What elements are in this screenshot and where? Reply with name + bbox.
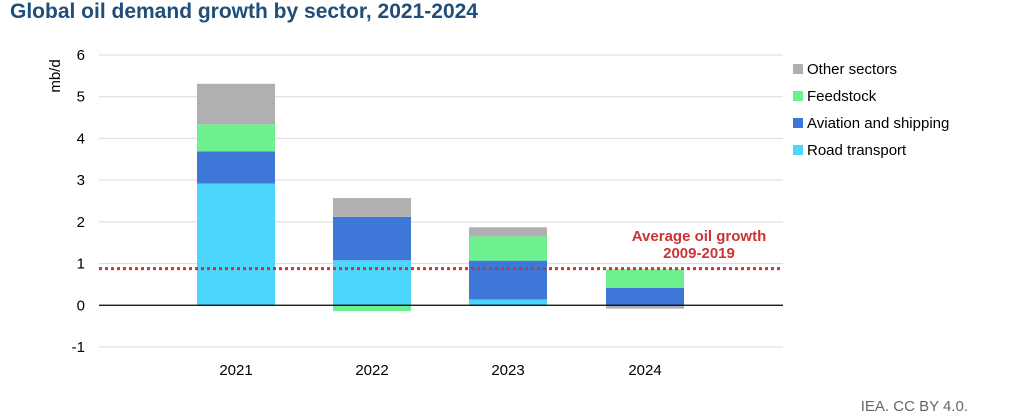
reference-line-label-years: 2009-2019 bbox=[663, 245, 735, 262]
y-tick-label: 6 bbox=[77, 47, 85, 64]
bar-segment bbox=[606, 287, 684, 306]
reference-line-label: Average oil growth bbox=[632, 228, 766, 245]
bars bbox=[197, 83, 684, 312]
y-tick-label: 1 bbox=[77, 256, 85, 273]
legend-item: Other sectors bbox=[793, 61, 897, 78]
bar-segment bbox=[333, 216, 411, 261]
bar-segment bbox=[469, 299, 547, 306]
bar-segment bbox=[606, 305, 684, 309]
x-tick-label: 2021 bbox=[219, 362, 252, 379]
legend-item: Aviation and shipping bbox=[793, 115, 949, 132]
legend-item: Road transport bbox=[793, 142, 907, 159]
legend-label: Feedstock bbox=[807, 88, 877, 105]
y-tick-label: 0 bbox=[77, 297, 85, 314]
y-tick-label: 2 bbox=[77, 214, 85, 231]
bar-segment bbox=[333, 198, 411, 217]
bar-segment bbox=[197, 151, 275, 184]
bar-segment bbox=[469, 227, 547, 237]
legend-swatch bbox=[793, 64, 803, 74]
bar-segment bbox=[333, 260, 411, 306]
bar-segment bbox=[469, 236, 547, 261]
x-tick-label: 2024 bbox=[628, 362, 661, 379]
legend: Other sectors Feedstock Aviation and shipp… bbox=[793, 61, 949, 159]
y-tick-label: -1 bbox=[72, 339, 85, 356]
legend-label: Road transport bbox=[807, 142, 907, 159]
legend-swatch bbox=[793, 145, 803, 155]
bar-segment bbox=[197, 183, 275, 306]
y-tick-label: 5 bbox=[77, 89, 85, 106]
legend-label: Other sectors bbox=[807, 61, 897, 78]
bar-segment bbox=[606, 269, 684, 288]
chart-title: Global oil demand growth by sector, 2021… bbox=[10, 0, 478, 23]
legend-label: Aviation and shipping bbox=[807, 115, 949, 132]
gridlines bbox=[99, 54, 783, 348]
y-tick-label: 4 bbox=[77, 130, 85, 147]
x-tick-label: 2022 bbox=[355, 362, 388, 379]
x-tick-label: 2023 bbox=[491, 362, 524, 379]
legend-swatch bbox=[793, 118, 803, 128]
x-axis: 2021 2022 2023 2024 bbox=[99, 304, 783, 379]
bar-segment bbox=[197, 124, 275, 152]
legend-item: Feedstock bbox=[793, 88, 877, 105]
legend-swatch bbox=[793, 91, 803, 101]
source-credit: IEA. CC BY 4.0. bbox=[860, 398, 968, 415]
bar-segment bbox=[469, 260, 547, 300]
bar-segment bbox=[333, 305, 411, 312]
bar-segment bbox=[197, 83, 275, 125]
y-axis: 6 5 4 3 2 1 0 -1 bbox=[72, 47, 85, 356]
y-axis-label: mb/d bbox=[47, 59, 64, 92]
y-tick-label: 3 bbox=[77, 172, 85, 189]
